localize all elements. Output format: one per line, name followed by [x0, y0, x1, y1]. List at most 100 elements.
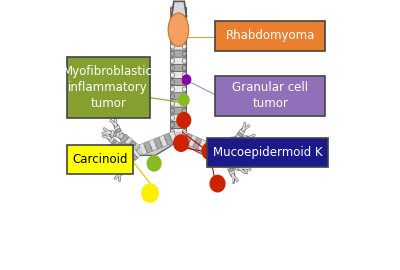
Ellipse shape — [182, 8, 186, 14]
Ellipse shape — [182, 30, 186, 35]
Polygon shape — [179, 131, 187, 143]
FancyBboxPatch shape — [170, 114, 186, 121]
FancyBboxPatch shape — [170, 107, 186, 114]
Polygon shape — [113, 131, 117, 137]
Polygon shape — [220, 155, 228, 163]
Polygon shape — [120, 142, 126, 151]
Polygon shape — [169, 131, 178, 143]
Text: Myofibroblastic
inflammatory
tumor: Myofibroblastic inflammatory tumor — [63, 65, 153, 110]
Ellipse shape — [178, 93, 190, 106]
Polygon shape — [108, 153, 112, 158]
Ellipse shape — [141, 183, 159, 203]
Polygon shape — [184, 133, 192, 145]
Polygon shape — [120, 161, 124, 167]
Polygon shape — [116, 132, 120, 138]
Polygon shape — [114, 156, 119, 161]
Polygon shape — [227, 165, 233, 169]
Ellipse shape — [146, 155, 162, 172]
Ellipse shape — [173, 134, 189, 152]
Polygon shape — [128, 144, 134, 154]
FancyBboxPatch shape — [170, 92, 186, 100]
Polygon shape — [193, 137, 202, 149]
Polygon shape — [114, 126, 120, 130]
FancyBboxPatch shape — [170, 14, 186, 22]
FancyBboxPatch shape — [170, 85, 186, 93]
FancyBboxPatch shape — [170, 57, 186, 64]
Polygon shape — [239, 130, 244, 135]
Polygon shape — [237, 132, 243, 137]
Polygon shape — [149, 139, 157, 151]
FancyBboxPatch shape — [170, 64, 186, 71]
Polygon shape — [124, 150, 130, 159]
Ellipse shape — [170, 37, 175, 42]
Polygon shape — [240, 155, 243, 161]
Ellipse shape — [170, 123, 175, 127]
Polygon shape — [144, 141, 152, 153]
Polygon shape — [116, 131, 122, 135]
Polygon shape — [235, 158, 241, 163]
Ellipse shape — [182, 23, 186, 28]
Polygon shape — [111, 153, 114, 159]
Ellipse shape — [170, 115, 175, 120]
FancyBboxPatch shape — [170, 43, 186, 50]
Polygon shape — [114, 141, 119, 147]
Ellipse shape — [201, 142, 218, 160]
Ellipse shape — [182, 37, 186, 42]
Polygon shape — [114, 153, 117, 159]
Ellipse shape — [182, 80, 186, 85]
Polygon shape — [154, 137, 162, 149]
Polygon shape — [120, 134, 129, 143]
Polygon shape — [119, 166, 125, 171]
FancyBboxPatch shape — [67, 145, 133, 174]
Polygon shape — [120, 164, 126, 168]
Polygon shape — [237, 156, 240, 161]
Polygon shape — [114, 143, 117, 149]
Ellipse shape — [182, 130, 186, 134]
Ellipse shape — [170, 51, 175, 56]
Polygon shape — [218, 146, 222, 155]
Polygon shape — [216, 148, 223, 157]
Polygon shape — [239, 162, 245, 167]
Polygon shape — [241, 136, 244, 141]
Polygon shape — [226, 146, 231, 154]
Polygon shape — [243, 155, 246, 161]
Polygon shape — [124, 157, 132, 165]
Polygon shape — [238, 136, 241, 141]
Polygon shape — [242, 142, 247, 148]
Polygon shape — [224, 139, 232, 149]
Ellipse shape — [170, 8, 175, 14]
Polygon shape — [117, 162, 121, 168]
Polygon shape — [216, 144, 224, 154]
Polygon shape — [207, 143, 216, 155]
Polygon shape — [132, 146, 138, 155]
Polygon shape — [228, 168, 234, 172]
Polygon shape — [110, 130, 114, 136]
Polygon shape — [224, 151, 231, 160]
Polygon shape — [240, 148, 245, 154]
Polygon shape — [131, 143, 140, 153]
Polygon shape — [244, 136, 247, 141]
Polygon shape — [109, 159, 114, 165]
Ellipse shape — [182, 44, 186, 49]
Ellipse shape — [170, 44, 175, 49]
Polygon shape — [111, 144, 114, 150]
Polygon shape — [127, 140, 136, 150]
Polygon shape — [220, 141, 228, 151]
Polygon shape — [240, 144, 244, 150]
Text: Granular cell
tumor: Granular cell tumor — [232, 81, 308, 110]
Ellipse shape — [182, 101, 186, 106]
Text: Carcinoid: Carcinoid — [72, 153, 128, 166]
Polygon shape — [120, 151, 126, 160]
Polygon shape — [229, 170, 235, 175]
Polygon shape — [124, 137, 132, 147]
Ellipse shape — [170, 80, 175, 85]
FancyBboxPatch shape — [170, 128, 186, 136]
Ellipse shape — [182, 74, 191, 85]
Polygon shape — [230, 145, 235, 154]
Polygon shape — [237, 145, 242, 151]
Polygon shape — [139, 143, 147, 155]
FancyBboxPatch shape — [170, 78, 186, 86]
Polygon shape — [228, 137, 236, 146]
FancyBboxPatch shape — [215, 21, 325, 51]
FancyBboxPatch shape — [67, 57, 150, 118]
